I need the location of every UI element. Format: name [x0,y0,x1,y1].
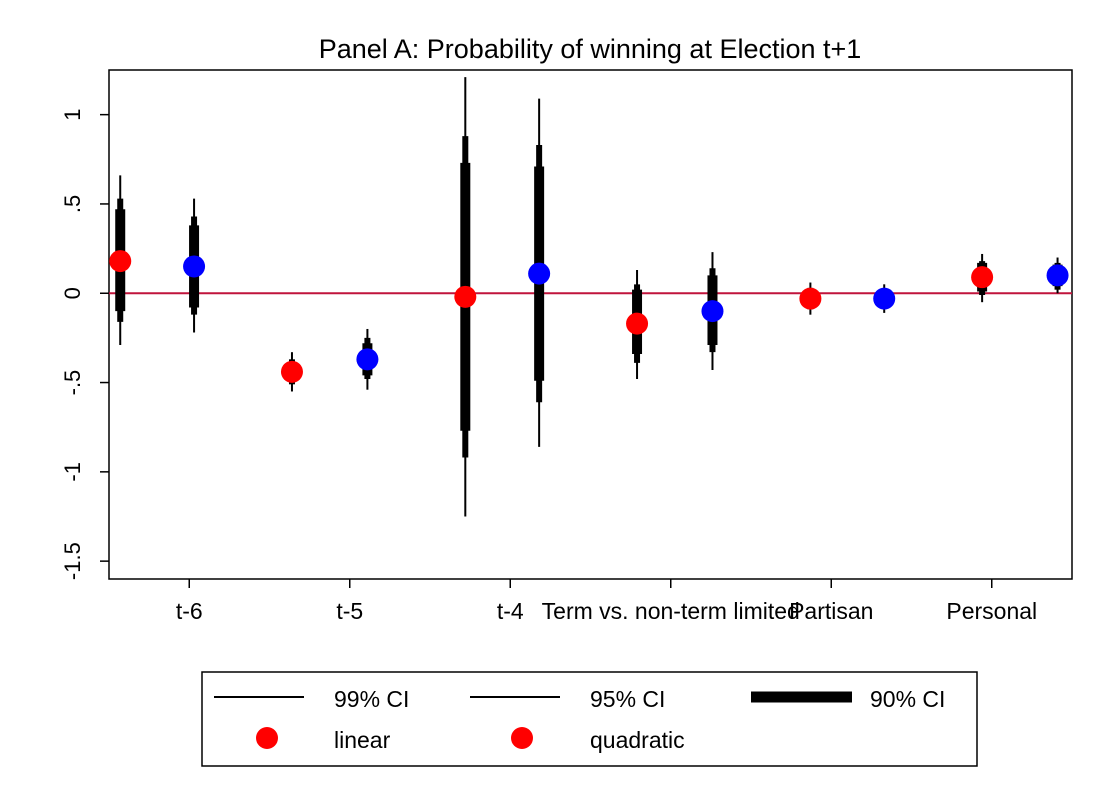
quadratic-point-estimate [183,255,206,278]
x-axis: t-6 t-5 t-4 Term vs. non-term limitedPartis… [176,579,1037,624]
legend-ci95-label: 95% CI [590,686,665,712]
quadratic-point-estimate [356,348,379,371]
y-tick-label: 1 [60,109,85,121]
linear-point-estimate [626,312,649,335]
linear-point-estimate [454,285,477,308]
plot-area [108,69,1073,580]
chart-title: Panel A: Probability of winning at Elect… [319,34,862,64]
x-tick-label: t-6 [176,598,203,624]
legend-linear-label: linear [334,727,391,753]
y-tick-label: .5 [60,195,85,213]
linear-point-estimate [971,266,994,289]
y-axis: 1 .5 0 -.5 -1 -1.5 [60,109,109,580]
point-estimates [109,250,1069,383]
quadratic-point-estimate [1046,264,1069,287]
quadratic-point-estimate [873,287,896,310]
legend-ci90-label: 90% CI [870,686,945,712]
x-tick-label: t-4 [497,598,524,624]
quadratic-point-estimate [701,300,724,323]
y-tick-label: -1.5 [60,542,85,580]
x-tick-label: t-5 [336,598,363,624]
linear-point-estimate [280,360,303,383]
linear-point-estimate [109,250,132,273]
y-tick-label: -1 [60,462,85,482]
x-tick-label: Term vs. non-term limited [542,598,800,624]
y-tick-label: -.5 [60,370,85,396]
legend-quadratic-label: quadratic [590,727,685,753]
legend-ci99-label: 99% CI [334,686,409,712]
legend-frame [201,671,978,767]
x-tick-label: Partisan [789,598,873,624]
legend-quadratic-swatch [511,727,533,749]
quadratic-point-estimate [528,262,551,285]
x-tick-label: Personal [946,598,1037,624]
linear-point-estimate [799,287,822,310]
legend-linear-swatch [256,727,278,749]
y-tick-label: 0 [60,287,85,299]
legend: 99% CI 95% CI 90% CI linear quadratic [201,671,978,767]
